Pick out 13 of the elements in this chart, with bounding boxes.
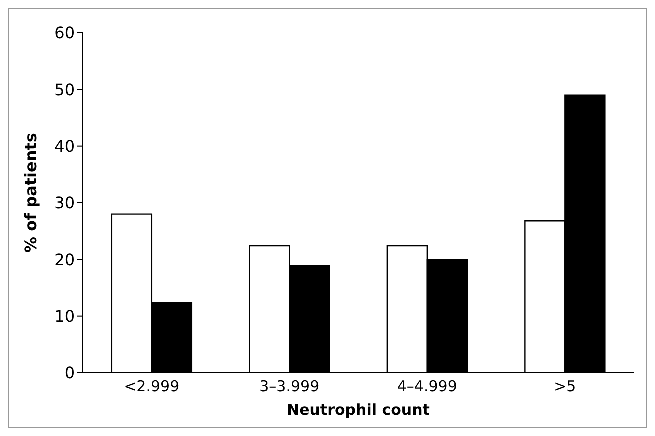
x-tick-label: <2.999: [124, 378, 180, 396]
y-tick-label: 40: [54, 137, 75, 156]
x-tick-label: 3–3.999: [260, 378, 320, 396]
y-tick-label: 20: [54, 250, 75, 270]
x-tick-label: 4–4.999: [397, 378, 458, 396]
x-axis-title: Neutrophil count: [287, 401, 430, 419]
y-tick-label: 10: [54, 307, 75, 326]
y-tick-label: 30: [54, 194, 75, 213]
y-tick-label: 50: [54, 80, 75, 100]
y-tick-label: 60: [54, 24, 75, 43]
y-axis-title: % of patients: [22, 133, 41, 253]
y-tick-label: 0: [64, 364, 75, 383]
x-tick-label: >5: [554, 378, 576, 396]
